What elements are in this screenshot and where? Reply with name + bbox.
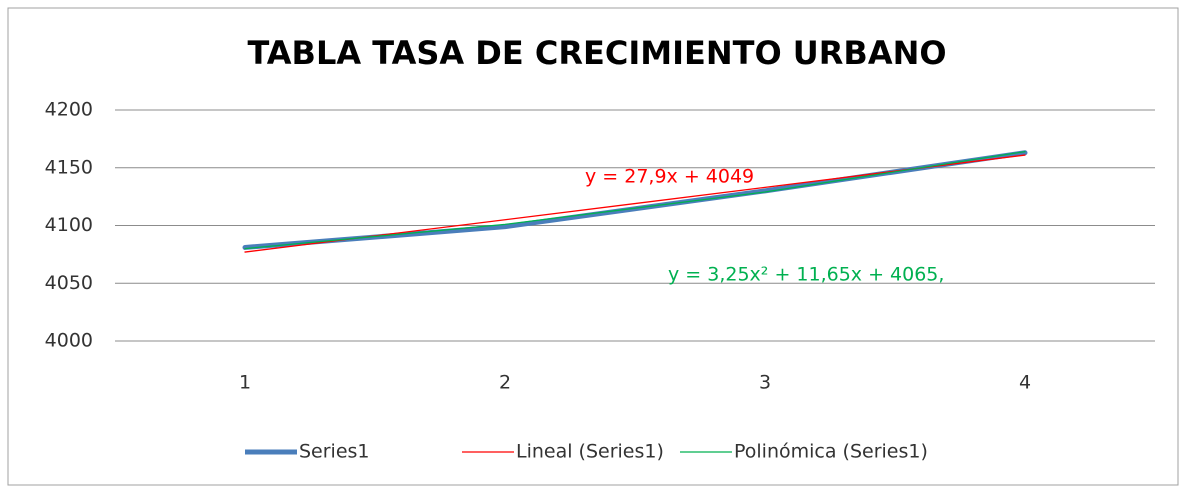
x-tick-label: 1 bbox=[239, 372, 251, 394]
chart-title: TABLA TASA DE CRECIMIENTO URBANO bbox=[247, 34, 946, 72]
legend-label: Polinómica (Series1) bbox=[734, 441, 928, 463]
legend-label: Lineal (Series1) bbox=[516, 441, 664, 463]
y-tick-label: 4100 bbox=[45, 214, 93, 236]
x-tick-label: 4 bbox=[1019, 372, 1031, 394]
y-tick-label: 4150 bbox=[45, 156, 93, 178]
y-tick-label: 4050 bbox=[45, 272, 93, 294]
x-tick-label: 3 bbox=[759, 372, 771, 394]
legend-label: Series1 bbox=[299, 441, 370, 463]
y-tick-label: 4200 bbox=[45, 99, 93, 121]
annotation: y = 3,25x² + 11,65x + 4065, bbox=[668, 264, 944, 286]
line-series bbox=[244, 150, 1026, 250]
chart-frame bbox=[7, 7, 1179, 486]
x-tick-label: 2 bbox=[499, 372, 511, 394]
y-tick-label: 4000 bbox=[45, 330, 93, 352]
annotation: y = 27,9x + 4049 bbox=[585, 166, 754, 188]
